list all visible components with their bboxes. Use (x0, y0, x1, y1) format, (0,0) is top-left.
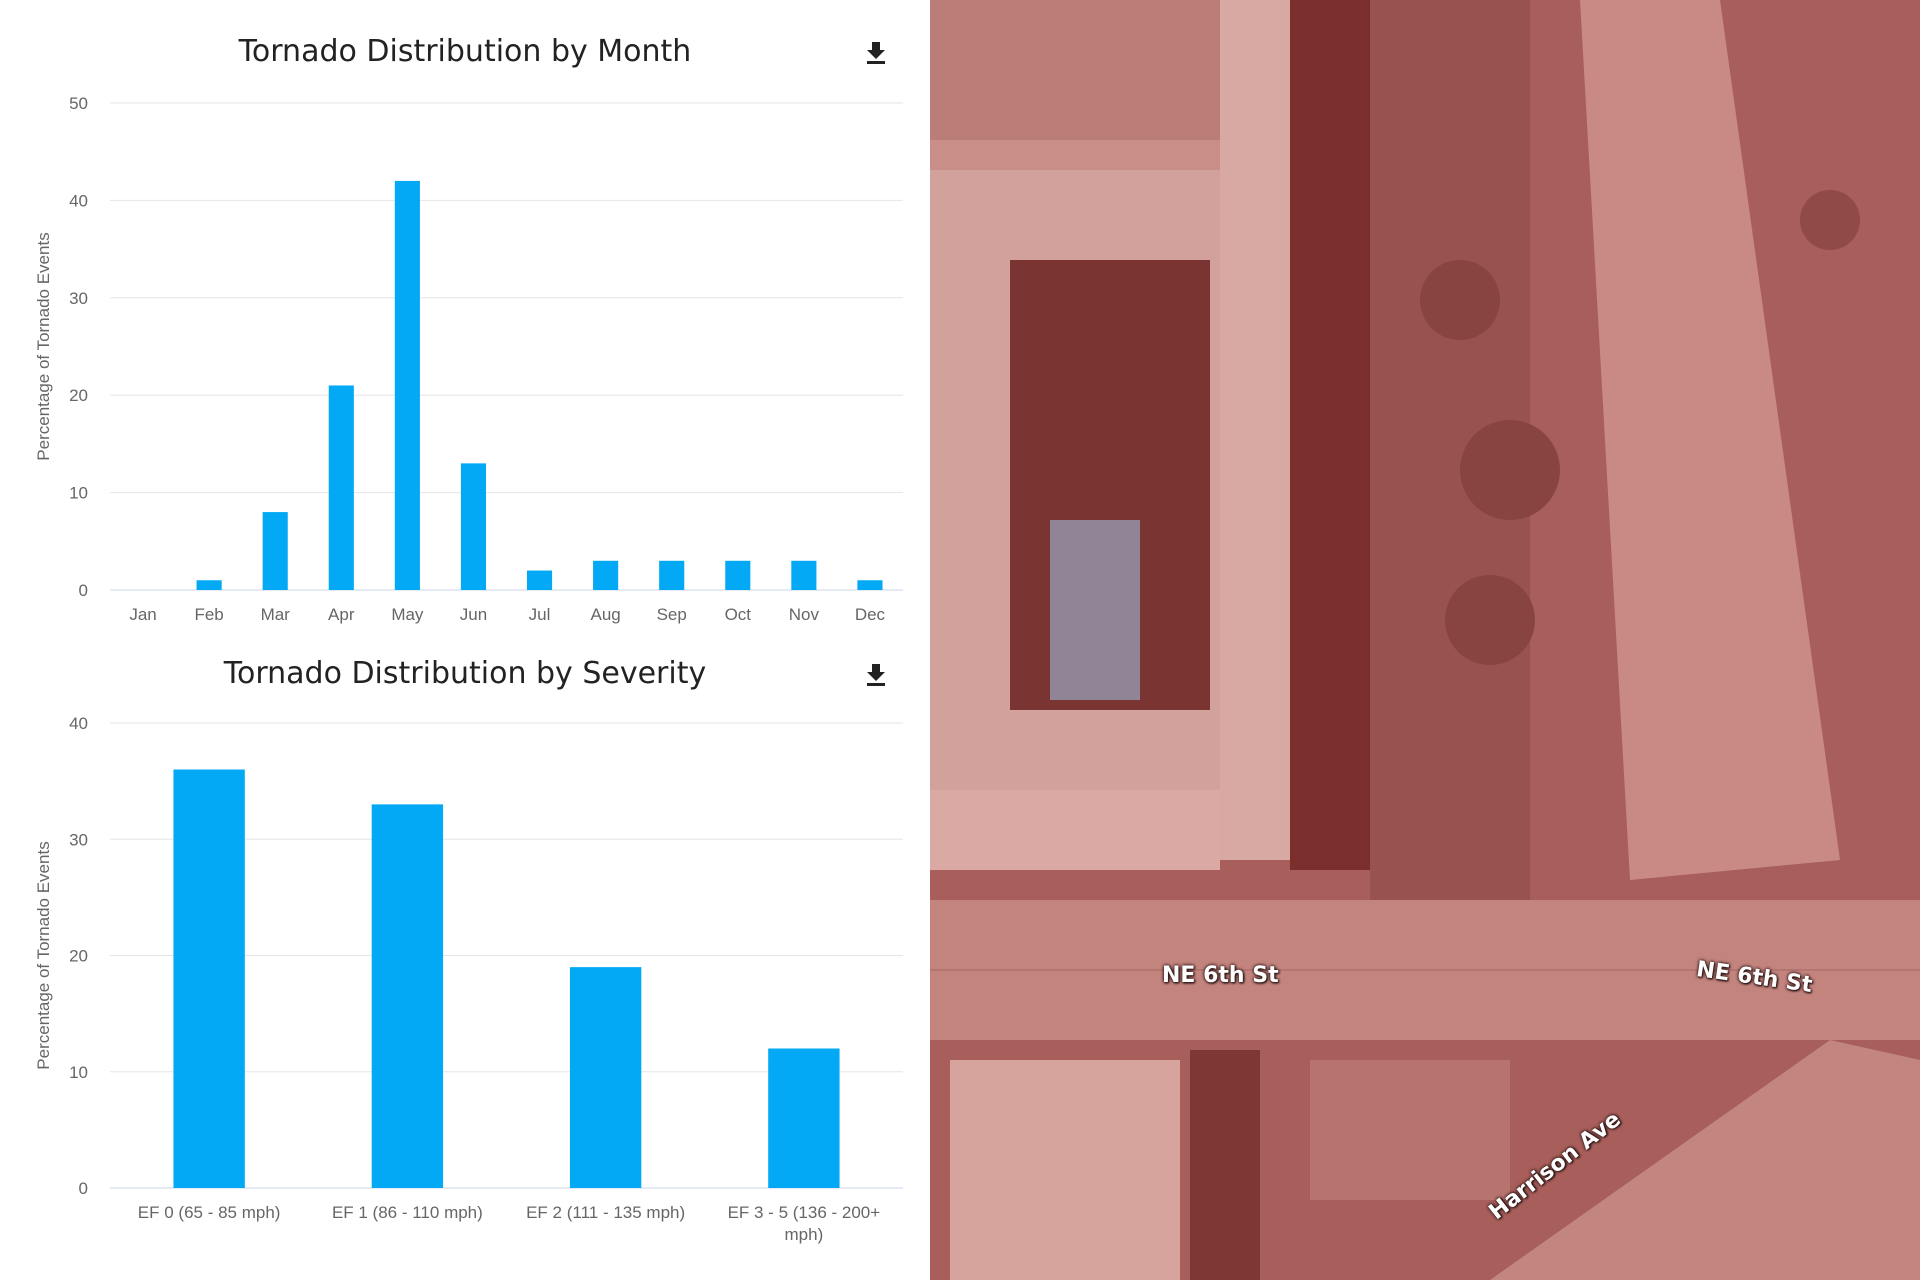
x-tick-label-line: Oct (725, 605, 752, 624)
x-tick-label: Apr (328, 605, 355, 624)
bar (569, 967, 642, 1188)
severity-bar-chart: 0 10 20 30 40 Percentage of Tornado Events EF … (34, 714, 903, 1244)
x-tick-label-line: Feb (194, 605, 223, 624)
aerial-map[interactable]: NE 6th St NE 6th St Harrison Ave (930, 0, 1920, 1280)
x-tick-label-line: EF 1 (86 - 110 mph) (332, 1203, 483, 1222)
x-tick-label-line: EF 2 (111 - 135 mph) (526, 1203, 685, 1222)
bar (328, 385, 354, 590)
bar (394, 180, 420, 591)
y-tick-label: 40 (69, 191, 88, 210)
x-tick-label: Jul (529, 605, 551, 624)
bar (857, 580, 883, 590)
bar (768, 1048, 840, 1188)
x-tick-label-line: Jan (129, 605, 156, 624)
x-tick-label: Mar (261, 605, 291, 624)
x-tick-label: EF 3 - 5 (136 - 200+ mph) (728, 1203, 881, 1244)
x-tick-label: EF 1 (86 - 110 mph) (332, 1203, 483, 1222)
x-tick-label: Jan (129, 605, 156, 624)
y-tick-label: 50 (69, 94, 88, 113)
y-tick-label: 20 (69, 947, 88, 966)
x-tick-label-line: May (391, 605, 424, 624)
bar (196, 580, 222, 590)
x-tick-label-line: Apr (328, 605, 355, 624)
x-tick-label: Nov (789, 605, 820, 624)
x-tick-label-line: Nov (789, 605, 820, 624)
y-tick-label: 20 (69, 386, 88, 405)
y-tick-label: 0 (79, 1179, 88, 1198)
x-tick-label: EF 0 (65 - 85 mph) (138, 1203, 281, 1222)
severity-chart-panel: Tornado Distribution by Severity 0 10 20 30… (0, 640, 930, 1280)
x-tick-label: Sep (657, 605, 687, 624)
bar (460, 463, 487, 590)
x-tick-label-line: Sep (657, 605, 687, 624)
download-button[interactable] (862, 36, 890, 66)
bar (659, 560, 685, 590)
x-tick-label: Feb (194, 605, 223, 624)
download-icon (867, 42, 885, 64)
x-tick-label-line: EF 3 - 5 (136 - 200+ (728, 1203, 881, 1222)
y-tick-label: 30 (69, 830, 88, 849)
x-tick-label: Dec (855, 605, 886, 624)
y-tick-label: 40 (69, 714, 88, 733)
bar (725, 560, 751, 590)
bar (526, 570, 553, 590)
x-tick-label-line: Dec (855, 605, 886, 624)
y-tick-label: 0 (79, 581, 88, 600)
bar (593, 560, 619, 590)
x-tick-label: EF 2 (111 - 135 mph) (526, 1203, 685, 1222)
chart-title: Tornado Distribution by Month (238, 34, 692, 69)
bar (371, 804, 444, 1188)
y-tick-label: 10 (69, 484, 88, 503)
x-tick-label-line: Aug (591, 605, 621, 624)
x-tick-label-line: EF 0 (65 - 85 mph) (138, 1203, 281, 1222)
y-axis-title: Percentage of Tornado Events (34, 232, 53, 460)
bar (791, 560, 817, 590)
x-tick-label: May (391, 605, 424, 624)
aerial-imagery (930, 0, 1920, 1280)
y-axis-title: Percentage of Tornado Events (34, 841, 53, 1069)
x-tick-label-line: Jul (529, 605, 551, 624)
y-tick-label: 30 (69, 289, 88, 308)
x-tick-label-line: Jun (460, 605, 487, 624)
x-tick-label: Jun (460, 605, 487, 624)
download-button[interactable] (862, 658, 890, 688)
x-tick-label-line: Mar (261, 605, 291, 624)
month-bar-chart: 0 10 20 30 40 50 Percentage of Tornado Events J… (34, 94, 903, 624)
chart-title: Tornado Distribution by Severity (223, 656, 707, 691)
x-tick-label: Aug (591, 605, 621, 624)
x-tick-label-line: mph) (785, 1225, 824, 1244)
x-tick-label: Oct (725, 605, 752, 624)
download-icon (867, 664, 885, 686)
y-tick-label: 10 (69, 1063, 88, 1082)
bar (262, 512, 288, 590)
bar (173, 769, 245, 1188)
month-chart-panel: Tornado Distribution by Month 0 10 20 30 40 5… (0, 0, 930, 640)
street-label: NE 6th St (1162, 963, 1279, 988)
